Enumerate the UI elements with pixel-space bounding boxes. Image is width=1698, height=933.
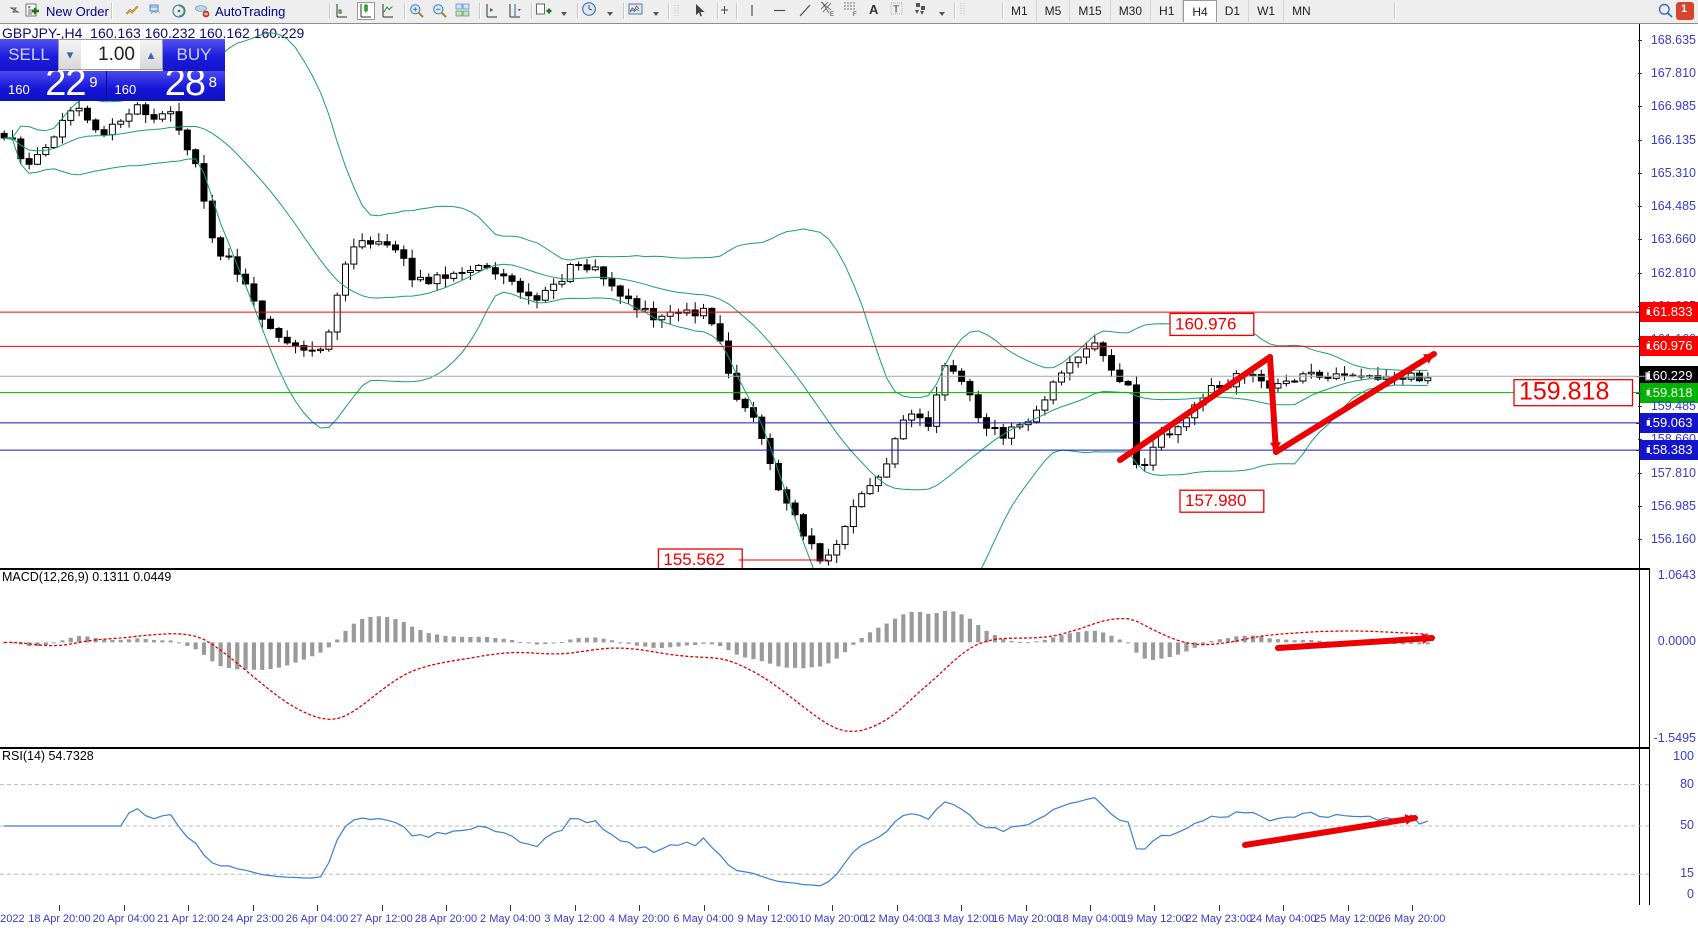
svg-text:F: F	[853, 12, 857, 17]
svg-text:E: E	[830, 12, 834, 17]
svg-text:A: A	[869, 2, 879, 17]
svg-text:159.818: 159.818	[1519, 378, 1609, 406]
svg-text:T: T	[893, 5, 899, 16]
svg-text:160.976: 160.976	[1175, 314, 1236, 333]
svg-text:157.980: 157.980	[1185, 491, 1246, 510]
svg-text:155.562: 155.562	[663, 550, 724, 568]
